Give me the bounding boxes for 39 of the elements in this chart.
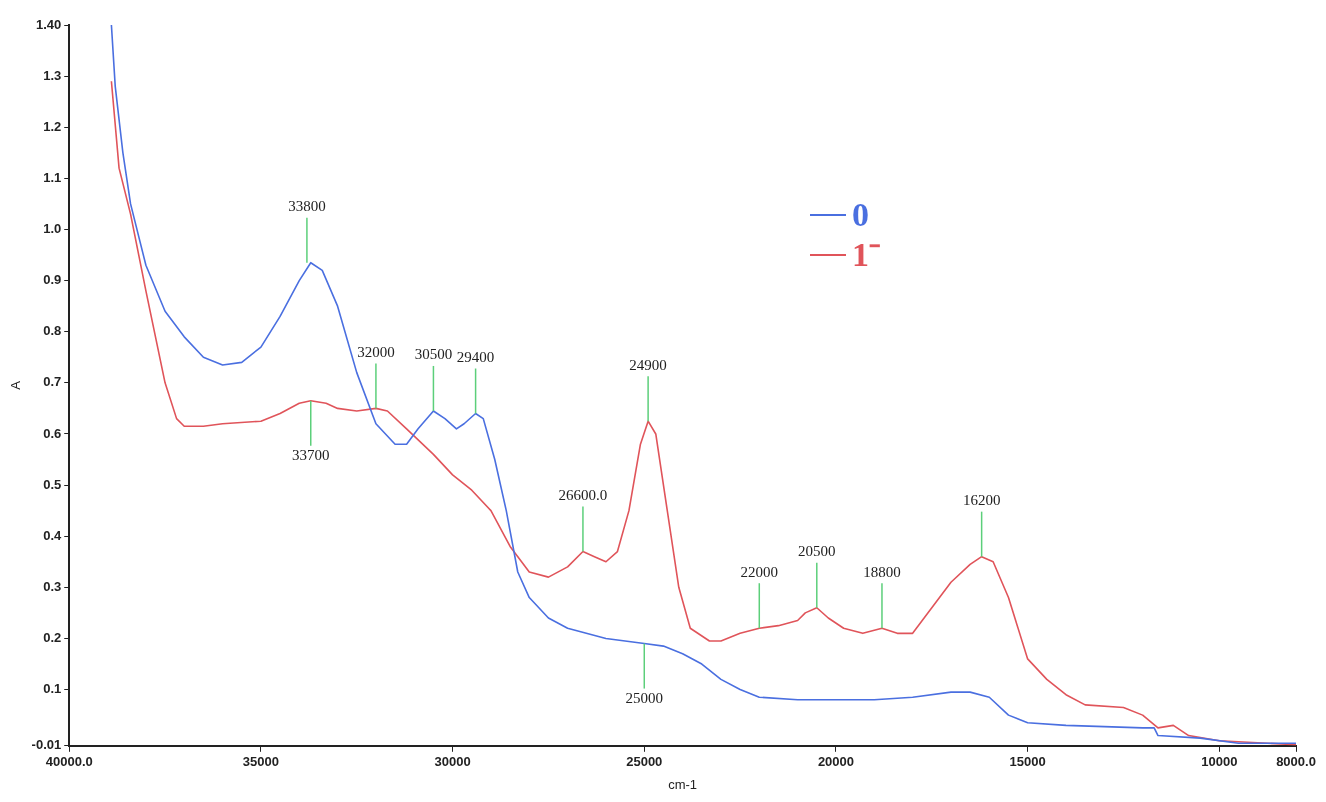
y-axis-title: A	[8, 380, 24, 390]
y-tick-label: 0.7	[43, 374, 62, 390]
x-tick-label: 10000	[1201, 754, 1238, 770]
legend-label: 1⁻	[852, 235, 880, 275]
annotation: 32000	[357, 343, 395, 360]
x-axis-title: cm-1	[668, 776, 698, 792]
annotation: 24900	[629, 356, 667, 373]
y-tick-label: 0.2	[43, 630, 62, 646]
x-tick-label: 20000	[817, 754, 855, 770]
y-tick-label: 1.2	[43, 118, 62, 134]
annotation: 33800	[288, 198, 326, 215]
x-tick-label: 40000.0	[45, 754, 93, 770]
x-tick-label: 25000	[626, 754, 663, 770]
legend-label: 0	[852, 195, 869, 235]
annotation: 30500	[414, 346, 453, 363]
annotation: 33700	[292, 447, 330, 464]
y-tick-label: 1.40	[35, 16, 62, 32]
y-tick-label: 0.4	[43, 527, 62, 543]
annotation: 16200	[962, 492, 1001, 509]
annotation: 18800	[863, 563, 901, 580]
annotation: 26600.0	[558, 486, 608, 503]
x-tick-label: 15000	[1009, 754, 1046, 770]
y-tick-label: 0.9	[43, 272, 62, 288]
y-tick-label: 0.3	[43, 578, 62, 594]
x-tick-label: 8000.0	[1276, 754, 1316, 770]
y-tick-label: -0.01	[31, 737, 62, 753]
y-tick-label: 0.6	[43, 425, 62, 441]
x-tick-label: 30000	[434, 754, 471, 770]
y-tick-label: 1.0	[43, 221, 62, 237]
annotation: 29400	[456, 348, 495, 365]
y-tick-label: 0.8	[43, 323, 62, 339]
y-tick-label: 1.3	[43, 67, 62, 83]
y-tick-label: 0.5	[43, 476, 62, 492]
annotation: 25000	[625, 690, 664, 706]
y-tick-label: 0.1	[43, 681, 62, 697]
x-tick-label: 35000	[242, 754, 279, 770]
y-tick-label: 1.1	[43, 169, 62, 185]
annotation: 22000	[740, 563, 779, 580]
annotation: 20500	[798, 543, 836, 560]
